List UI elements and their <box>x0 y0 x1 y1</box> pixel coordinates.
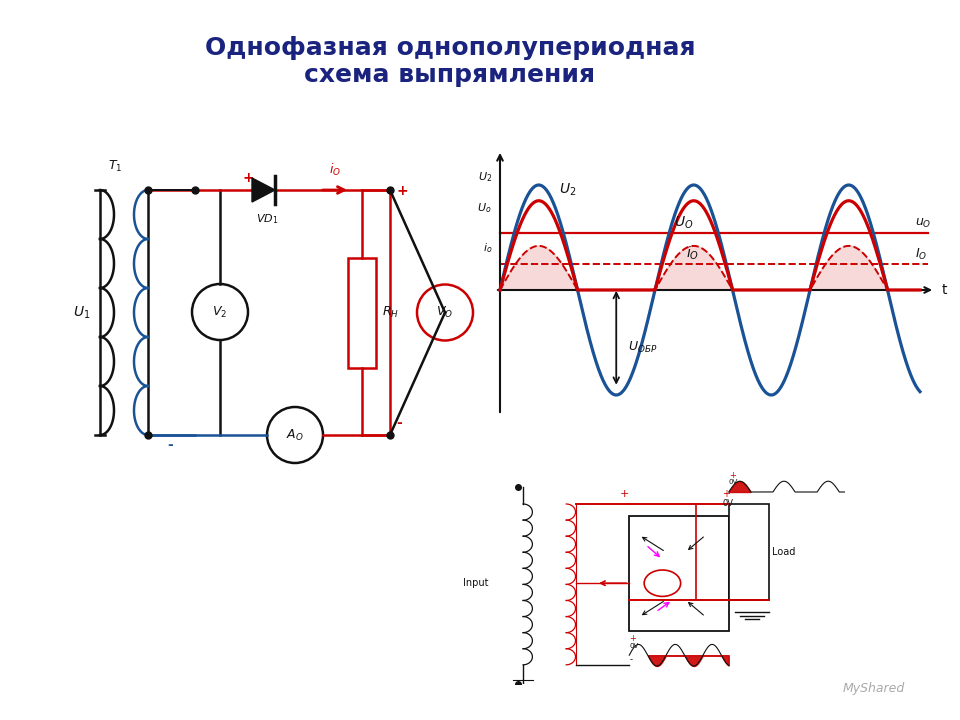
Text: $U_2$: $U_2$ <box>478 170 492 184</box>
Text: $U_{ОБР}$: $U_{ОБР}$ <box>628 340 658 355</box>
Text: $U_O$: $U_O$ <box>674 214 693 230</box>
Text: 0V: 0V <box>729 479 738 485</box>
Text: $U_1$: $U_1$ <box>73 305 90 320</box>
Text: $U_2$: $U_2$ <box>559 181 576 198</box>
Text: MyShared: MyShared <box>843 682 905 695</box>
Text: $i_O$: $i_O$ <box>686 244 699 262</box>
Text: -: - <box>167 438 173 452</box>
Bar <box>729 504 769 600</box>
Text: $I_O$: $I_O$ <box>915 246 927 261</box>
Text: -: - <box>629 655 633 665</box>
Text: $V_2$: $V_2$ <box>212 305 228 320</box>
Text: $A_O$: $A_O$ <box>286 428 304 443</box>
Text: $VD_1$: $VD_1$ <box>255 212 278 226</box>
Text: схема выпрямления: схема выпрямления <box>304 63 595 87</box>
Text: Однофазная однополупериодная: Однофазная однополупериодная <box>204 36 695 60</box>
Text: $V_O$: $V_O$ <box>437 305 453 320</box>
Text: +: + <box>629 634 636 643</box>
Circle shape <box>267 407 323 463</box>
Text: +: + <box>243 171 254 185</box>
Text: 0V: 0V <box>722 500 733 508</box>
Text: $T_1$: $T_1$ <box>108 159 122 174</box>
Text: +: + <box>619 489 629 499</box>
Text: $i_o$: $i_o$ <box>483 241 492 255</box>
Circle shape <box>192 284 248 340</box>
Circle shape <box>417 284 473 341</box>
Text: $u_O$: $u_O$ <box>915 217 931 230</box>
Text: Input: Input <box>464 578 489 588</box>
Bar <box>348 258 376 367</box>
Polygon shape <box>252 178 275 202</box>
Text: $i_O$: $i_O$ <box>329 162 341 178</box>
Text: -: - <box>396 416 401 430</box>
Bar <box>629 516 729 631</box>
Text: +: + <box>729 471 735 480</box>
Text: $U_o$: $U_o$ <box>477 201 492 215</box>
Text: $R_H$: $R_H$ <box>382 305 399 320</box>
Text: +: + <box>396 184 408 198</box>
Text: 0V: 0V <box>629 643 638 649</box>
Text: Load: Load <box>772 547 795 557</box>
Text: t: t <box>942 283 948 297</box>
Text: +: + <box>722 489 731 499</box>
